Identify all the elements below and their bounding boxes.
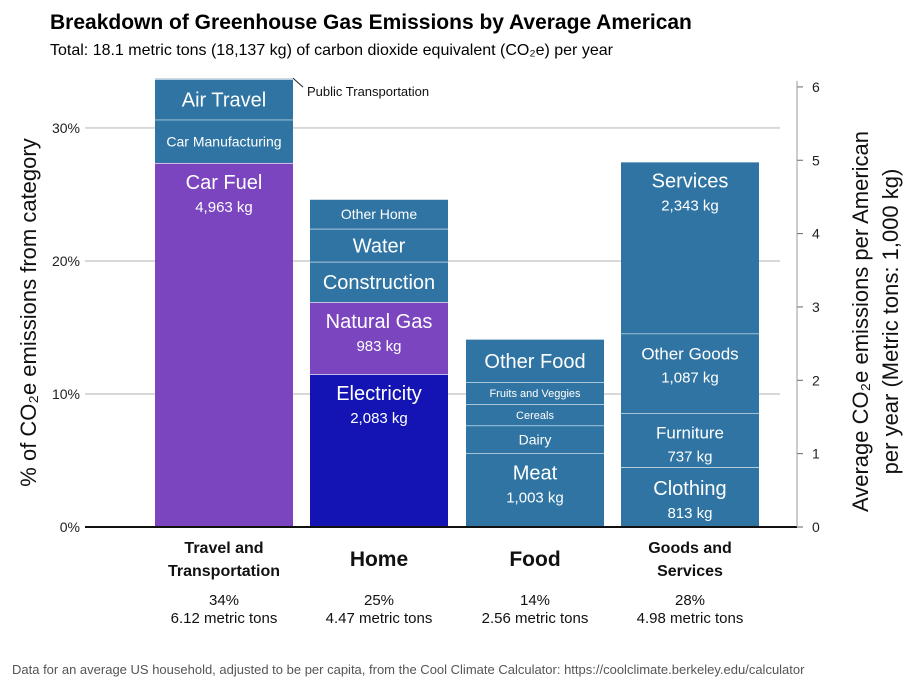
callout-line bbox=[292, 77, 304, 88]
category-label: Food bbox=[509, 548, 560, 571]
y-tick-right: 1 bbox=[812, 446, 820, 462]
bar-segment bbox=[310, 374, 448, 527]
segment-label: Clothing bbox=[653, 478, 726, 500]
bar-stack: Clothing 813 kg Furniture 737 kg Other Goods… bbox=[621, 161, 759, 527]
bar-segment bbox=[155, 78, 293, 80]
segment-label: Other Goods bbox=[641, 345, 738, 364]
y-axis-title-right-line1: Average CO₂e emissions per American bbox=[848, 131, 873, 512]
y-tick-left: 0% bbox=[60, 519, 80, 535]
bar-segment bbox=[466, 453, 604, 527]
y-tick-left: 30% bbox=[52, 120, 80, 136]
category-tons: 6.12 metric tons bbox=[171, 610, 278, 627]
segment-label: Other Home bbox=[341, 206, 417, 222]
bar-segment bbox=[310, 199, 448, 229]
y-tick-left: 20% bbox=[52, 253, 80, 269]
segment-value: 1,003 kg bbox=[506, 489, 564, 506]
segment-label: Car Manufacturing bbox=[166, 133, 281, 149]
y-tick-right: 3 bbox=[812, 299, 820, 315]
segment-label: Dairy bbox=[519, 432, 552, 448]
segment-value: 983 kg bbox=[356, 338, 401, 355]
category-percent: 25% bbox=[364, 592, 394, 609]
bar-segment bbox=[155, 119, 293, 163]
segment-value: 2,083 kg bbox=[350, 410, 408, 427]
category-tons: 4.47 metric tons bbox=[326, 610, 433, 627]
segment-label: Fruits and Veggies bbox=[489, 388, 581, 400]
footer-note: Data for an average US household, adjust… bbox=[12, 662, 805, 677]
category-percent: 14% bbox=[520, 592, 550, 609]
segment-label: Services bbox=[652, 171, 729, 193]
segment-label: Cereals bbox=[516, 410, 554, 422]
category-label: Travel and bbox=[184, 540, 263, 557]
y-tick-right: 6 bbox=[812, 79, 820, 95]
y-tick-right: 2 bbox=[812, 372, 820, 388]
bars: Car Fuel 4,963 kg Car Manufacturing Air Tra… bbox=[155, 77, 759, 528]
segment-value: 1,087 kg bbox=[661, 370, 719, 387]
y-tick-right: 0 bbox=[812, 519, 820, 535]
category-labels: Travel and Transportation 34%6.12 metric t… bbox=[168, 540, 743, 627]
bar-segment bbox=[155, 79, 293, 120]
bar-segment bbox=[310, 302, 448, 375]
chart-title: Breakdown of Greenhouse Gas Emissions by… bbox=[50, 11, 692, 34]
bar-segment bbox=[155, 162, 293, 528]
segment-value: 2,343 kg bbox=[661, 198, 719, 215]
bar-segment bbox=[466, 404, 604, 426]
category-label: Transportation bbox=[168, 563, 280, 580]
y-axis-title-right-line2: per year (Metric tons: 1,000 kg) bbox=[878, 169, 903, 475]
category-label: Home bbox=[350, 548, 408, 571]
category-label: Goods and bbox=[648, 540, 732, 557]
bar-segment bbox=[621, 467, 759, 527]
axes: 0% 10% 20% 30% 0 1 2 3 4 5 6 % of CO₂e emissions fr… bbox=[16, 79, 903, 535]
bar-segment bbox=[621, 161, 759, 334]
segment-label: Other Food bbox=[484, 351, 585, 373]
bar-segment bbox=[310, 261, 448, 303]
bar-segment bbox=[466, 339, 604, 383]
segment-label: Public Transportation bbox=[307, 84, 429, 99]
bar-stack: Meat 1,003 kg Dairy Cereals Fruits and Veggi… bbox=[466, 338, 604, 527]
category-tons: 4.98 metric tons bbox=[637, 610, 744, 627]
y-tick-left: 10% bbox=[52, 386, 80, 402]
segment-label: Water bbox=[353, 235, 406, 257]
segment-label: Furniture bbox=[656, 423, 724, 442]
segment-label: Meat bbox=[513, 462, 558, 484]
chart-subtitle: Total: 18.1 metric tons (18,137 kg) of c… bbox=[50, 42, 614, 59]
category-label: Services bbox=[657, 563, 723, 580]
segment-value: 737 kg bbox=[667, 448, 712, 465]
category-percent: 28% bbox=[675, 592, 705, 609]
segment-value: 813 kg bbox=[667, 505, 712, 522]
bar-stack: Electricity 2,083 kg Natural Gas 983 kg Cons… bbox=[310, 198, 448, 527]
segment-label: Electricity bbox=[336, 383, 422, 405]
segment-label: Car Fuel bbox=[186, 172, 263, 194]
y-tick-right: 5 bbox=[812, 152, 820, 168]
bar-segment bbox=[466, 425, 604, 454]
category-percent: 34% bbox=[209, 592, 239, 609]
segment-label: Construction bbox=[323, 272, 435, 294]
bar-segment bbox=[621, 333, 759, 414]
y-tick-right: 4 bbox=[812, 226, 820, 242]
segment-value: 4,963 kg bbox=[195, 199, 253, 216]
bar-segment bbox=[621, 413, 759, 468]
bar-stack: Car Fuel 4,963 kg Car Manufacturing Air Tra… bbox=[155, 77, 429, 528]
segment-label: Natural Gas bbox=[326, 311, 433, 333]
bar-segment bbox=[466, 382, 604, 405]
bar-segment bbox=[310, 228, 448, 262]
category-tons: 2.56 metric tons bbox=[482, 610, 589, 627]
y-axis-title-right: Average CO₂e emissions per American per y… bbox=[848, 131, 903, 512]
segment-label: Air Travel bbox=[182, 90, 266, 112]
y-axis-title-left: % of CO₂e emissions from category bbox=[16, 138, 41, 486]
